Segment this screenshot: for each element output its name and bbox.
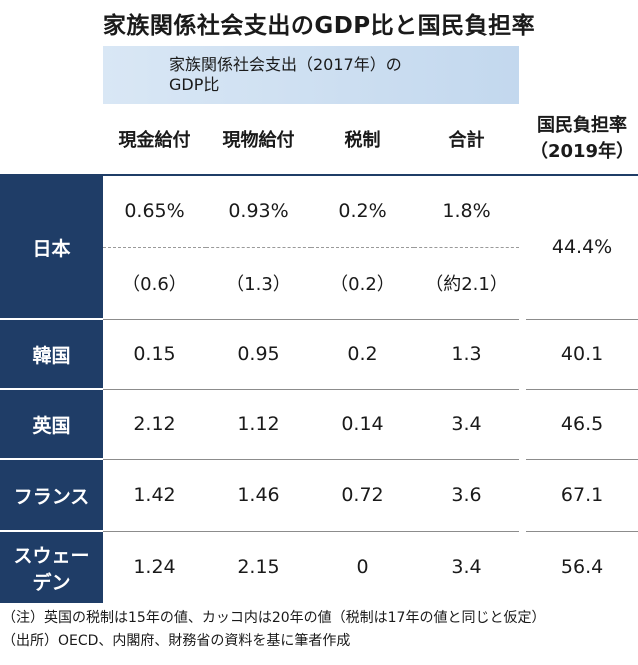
data-table: 家族関係社会支出（2017年）の GDP比 現金給付 現物給付 税制 合計 国民…: [0, 46, 638, 603]
group-header: 家族関係社会支出（2017年）の GDP比: [103, 46, 520, 104]
sweden-burden: 56.4: [526, 530, 638, 603]
header-cash: 現金給付: [103, 104, 206, 176]
japan-cash-alt: （0.6）: [103, 246, 206, 319]
japan-cash: 0.65%: [124, 200, 185, 223]
france-cash: 1.42: [103, 458, 206, 531]
row-label-sweden: スウェー デン: [0, 530, 103, 603]
uk-in-kind: 1.12: [206, 388, 311, 459]
korea-burden: 40.1: [526, 318, 638, 389]
japan-total: 1.8%: [442, 200, 491, 223]
japan-in-kind: 0.93%: [228, 200, 289, 223]
korea-cash: 0.15: [103, 318, 206, 389]
france-burden: 67.1: [526, 458, 638, 531]
page-title: 家族関係社会支出のGDP比と国民負担率: [102, 13, 536, 39]
row-label-uk: 英国: [0, 388, 103, 459]
source-text: （出所）OECD、内閣府、財務省の資料を基に筆者作成: [2, 633, 351, 649]
row-label-korea: 韓国: [0, 318, 103, 389]
row-label-france: フランス: [0, 458, 103, 531]
uk-total: 3.4: [414, 388, 520, 459]
footnotes: （注）英国の税制は15年の値、カッコ内は20年の値（税制は17年の値と同じと仮定…: [2, 607, 638, 653]
france-in-kind: 1.46: [206, 458, 311, 531]
uk-burden: 46.5: [526, 388, 638, 459]
japan-tax-alt: （0.2）: [311, 246, 414, 319]
header-in-kind: 現物給付: [206, 104, 311, 176]
korea-total: 1.3: [414, 318, 520, 389]
sweden-in-kind: 2.15: [206, 530, 311, 603]
korea-in-kind: 0.95: [206, 318, 311, 389]
france-tax: 0.72: [311, 458, 414, 531]
header-tax: 税制: [311, 104, 414, 176]
france-total: 3.6: [414, 458, 520, 531]
sweden-total: 3.4: [414, 530, 520, 603]
header-total: 合計: [414, 104, 520, 176]
korea-tax: 0.2: [311, 318, 414, 389]
japan-burden: 44.4%: [551, 236, 613, 259]
uk-cash: 2.12: [103, 388, 206, 459]
japan-total-alt: （約2.1）: [414, 246, 520, 319]
row-label-japan: 日本: [0, 175, 103, 319]
japan-in-kind-alt: （1.3）: [206, 246, 311, 319]
sweden-cash: 1.24: [103, 530, 206, 603]
sweden-tax: 0: [311, 530, 414, 603]
uk-tax: 0.14: [311, 388, 414, 459]
note-text: （注）英国の税制は15年の値、カッコ内は20年の値（税制は17年の値と同じと仮定…: [2, 610, 546, 626]
japan-tax: 0.2%: [338, 200, 387, 223]
header-burden: 国民負担率 （2019年）: [526, 104, 638, 176]
